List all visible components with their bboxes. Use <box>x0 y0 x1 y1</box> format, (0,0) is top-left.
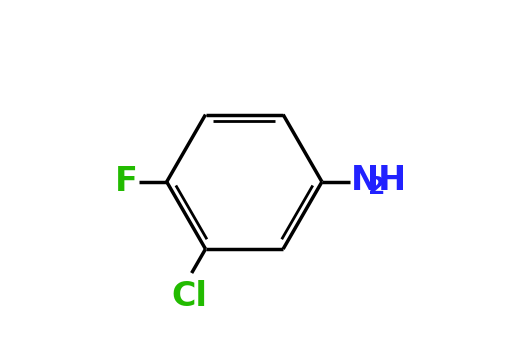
Text: Cl: Cl <box>171 280 207 313</box>
Text: NH: NH <box>350 164 407 197</box>
Text: F: F <box>115 165 138 198</box>
Text: 2: 2 <box>368 175 385 199</box>
